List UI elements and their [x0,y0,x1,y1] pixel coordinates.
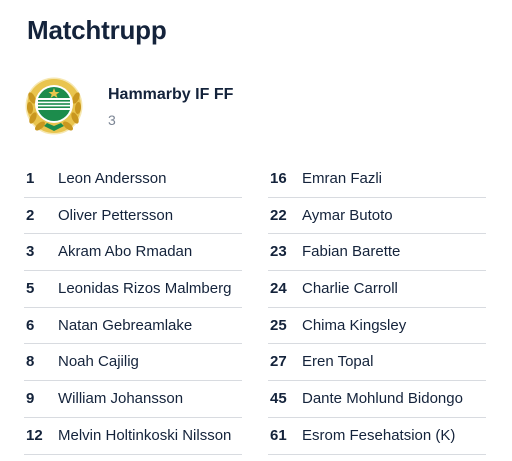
shirt-number: 1 [26,170,35,187]
player-row[interactable]: 24 Charlie Carroll [268,271,486,308]
player-row[interactable]: 22 Aymar Butoto [268,198,486,235]
shirt-number: 6 [26,316,35,334]
player-row[interactable]: 9 William Johansson [24,381,242,418]
player-name: Chima Kingsley [302,316,407,334]
player-name: Leon Andersson [58,170,167,187]
player-name: Akram Abo Rmadan [58,243,193,261]
player-name: Emran Fazli [302,170,383,187]
player-row[interactable]: 5 Leonidas Rizos Malmberg [24,271,242,308]
team-count: 3 [108,112,116,128]
roster-column-left: 1 Leon Andersson 2 Oliver Pettersson 3 A… [24,161,242,455]
player-row[interactable]: 27 Eren Topal [268,344,486,382]
roster-column-right: 16 Emran Fazli 22 Aymar Butoto 23 Fabian… [268,161,486,455]
shirt-number: 27 [270,353,287,371]
shirt-number: 3 [26,243,35,261]
shirt-number: 8 [26,353,35,371]
shirt-number: 23 [270,243,287,261]
player-name: Melvin Holtinkoski Nilsson [58,426,232,444]
shirt-number: 22 [270,206,287,224]
player-name: Charlie Carroll [302,280,398,298]
player-row[interactable]: 8 Noah Cajilig [24,344,242,382]
player-row[interactable]: 12 Melvin Holtinkoski Nilsson [24,418,242,455]
team-header[interactable]: Hammarby IF FF 3 [24,76,484,136]
shirt-number: 9 [26,390,35,408]
player-row[interactable]: 16 Emran Fazli [268,161,486,198]
player-row[interactable]: 6 Natan Gebreamlake [24,308,242,345]
shirt-number: 45 [270,390,287,408]
player-row[interactable]: 61 Esrom Fesehatsion (K) [268,418,486,455]
hammarby-crest-icon [25,77,83,135]
shirt-number: 16 [270,170,287,187]
player-row[interactable]: 2 Oliver Pettersson [24,198,242,235]
player-name: Aymar Butoto [302,206,393,224]
player-name: Natan Gebreamlake [58,316,193,334]
shirt-number: 5 [26,280,35,298]
shirt-number: 25 [270,316,287,334]
player-name: Fabian Barette [302,243,401,261]
shirt-number: 61 [270,426,287,444]
shirt-number: 12 [26,426,43,444]
player-row[interactable]: 23 Fabian Barette [268,234,486,272]
player-row[interactable]: 1 Leon Andersson [24,161,242,198]
player-row[interactable]: 45 Dante Mohlund Bidongo [268,381,486,418]
player-name: Esrom Fesehatsion (K) [302,426,456,444]
player-name: Leonidas Rizos Malmberg [58,280,232,298]
player-name: William Johansson [58,390,184,408]
shirt-number: 24 [270,280,287,298]
team-name: Hammarby IF FF [108,86,234,103]
player-row[interactable]: 3 Akram Abo Rmadan [24,234,242,272]
shirt-number: 2 [26,206,35,224]
player-name: Oliver Pettersson [58,206,174,224]
player-name: Eren Topal [302,353,374,371]
player-name: Dante Mohlund Bidongo [302,390,463,408]
page-title: Matchtrupp [27,15,167,45]
player-row[interactable]: 25 Chima Kingsley [268,308,486,345]
player-name: Noah Cajilig [58,353,139,371]
